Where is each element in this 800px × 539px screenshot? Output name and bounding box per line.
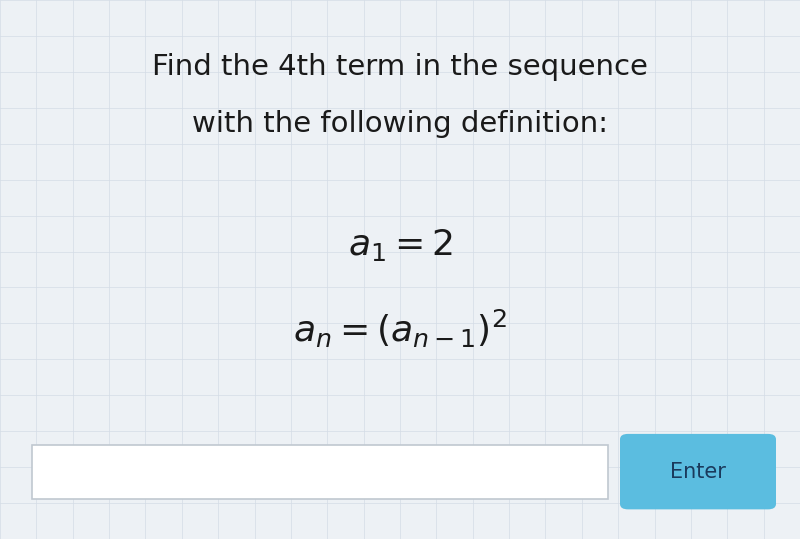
FancyBboxPatch shape: [32, 445, 608, 499]
Text: Enter: Enter: [670, 461, 726, 482]
FancyBboxPatch shape: [620, 434, 776, 509]
Text: $a_1 = 2$: $a_1 = 2$: [347, 227, 453, 263]
Text: $a_n = (a_{n-1})^2$: $a_n = (a_{n-1})^2$: [293, 308, 507, 350]
Text: Find the 4th term in the sequence: Find the 4th term in the sequence: [152, 53, 648, 81]
Text: with the following definition:: with the following definition:: [192, 110, 608, 138]
